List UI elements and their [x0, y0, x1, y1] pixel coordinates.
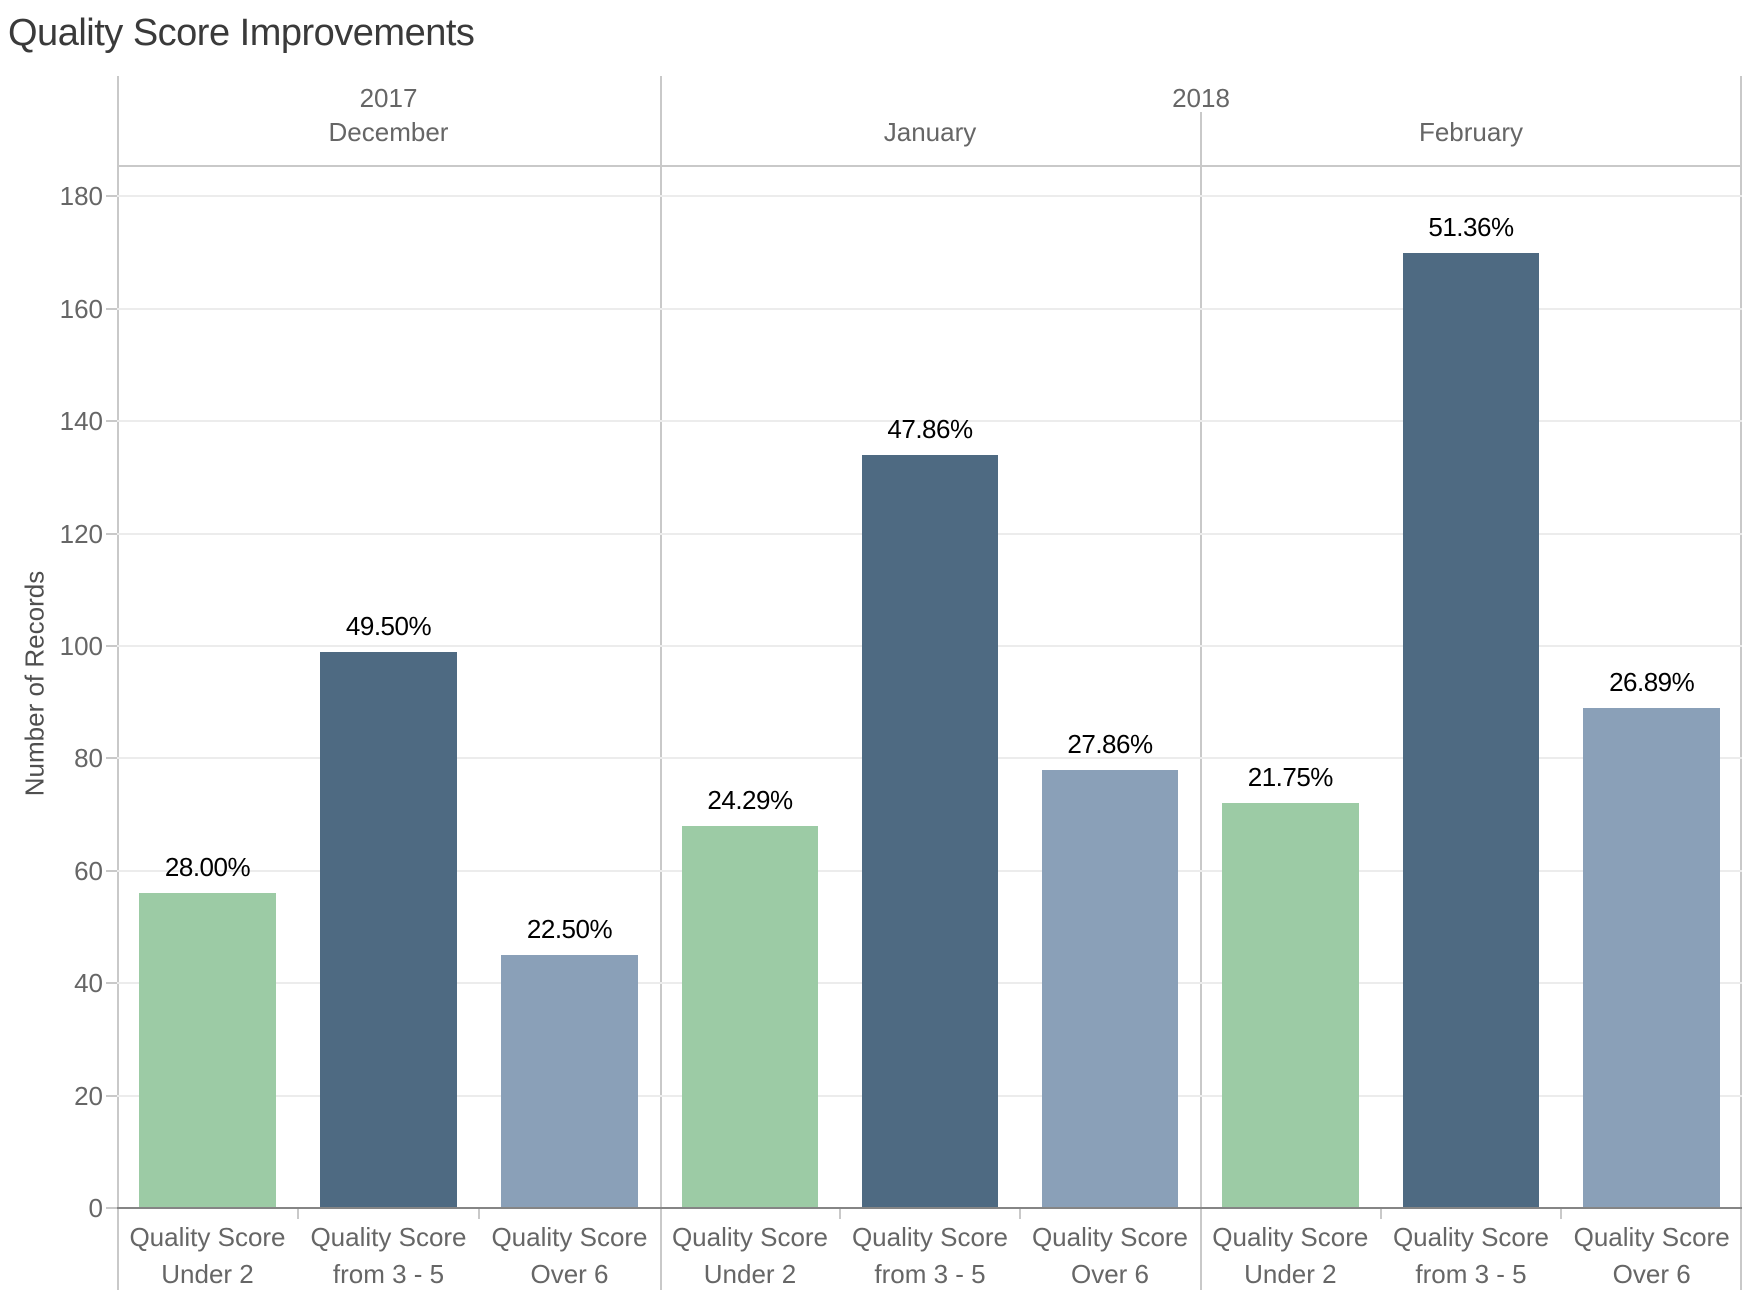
- gridline-140: [117, 420, 1742, 423]
- y-tick-mark-80: [106, 757, 117, 760]
- chart-title: Quality Score Improvements: [8, 12, 475, 54]
- category-label-december-quality-score-under-2: Quality Score Under 2: [117, 1219, 298, 1290]
- month-header-february: February: [1418, 117, 1524, 147]
- gridline-160: [117, 307, 1742, 310]
- y-tick-mark-140: [106, 420, 117, 423]
- category-label-line1: Quality Score: [491, 1222, 648, 1252]
- plot-right-border: [1740, 76, 1742, 1290]
- value-label-february-quality-score-over-6: 26.89%: [1609, 666, 1695, 697]
- value-label-december-quality-score-from-3-5: 49.50%: [345, 610, 432, 641]
- y-tick-mark-20: [106, 1094, 117, 1097]
- y-tick-mark-120: [106, 532, 117, 535]
- x-axis-line: [117, 1207, 1742, 1209]
- category-label-february-quality-score-over-6: Quality Score Over 6: [1561, 1219, 1742, 1290]
- category-label-line2: Over 6: [1612, 1259, 1691, 1289]
- category-label-line2: Under 2: [1244, 1259, 1337, 1289]
- category-label-line2: from 3 - 5: [874, 1259, 986, 1289]
- pane-separator-jan-feb: [1200, 112, 1202, 1290]
- bar-december-quality-score-over-6[interactable]: [500, 955, 638, 1208]
- category-label-line1: Quality Score: [1573, 1222, 1730, 1252]
- y-tick-label-140: 140: [59, 406, 103, 437]
- value-label-february-quality-score-from-3-5: 51.36%: [1428, 211, 1514, 242]
- category-tick: [478, 1208, 480, 1219]
- category-label-january-quality-score-from-3-5: Quality Score from 3 - 5: [840, 1219, 1020, 1290]
- y-tick-label-100: 100: [59, 631, 103, 661]
- year-header-2018: 2018: [1172, 83, 1230, 113]
- category-tick: [1560, 1208, 1563, 1219]
- category-label-january-quality-score-under-2: Quality Score Under 2: [660, 1219, 840, 1290]
- category-tick: [297, 1208, 299, 1219]
- plot-left-border: [117, 76, 119, 1290]
- category-label-december-quality-score-from-3-5: Quality Score from 3 - 5: [298, 1219, 479, 1290]
- bar-december-quality-score-from-3-5[interactable]: [319, 651, 457, 1208]
- gridline-180: [117, 195, 1742, 198]
- value-label-december-quality-score-under-2: 28.00%: [164, 852, 251, 883]
- category-label-line2: Over 6: [1070, 1259, 1150, 1289]
- bar-january-quality-score-under-2[interactable]: [681, 825, 819, 1208]
- y-tick-label-40: 40: [74, 968, 103, 999]
- y-tick-label-160: 160: [59, 293, 103, 324]
- bar-january-quality-score-over-6[interactable]: [1041, 769, 1179, 1208]
- y-tick-mark-100: [106, 645, 117, 647]
- category-label-line1: Quality Score: [671, 1222, 829, 1252]
- value-label-february-quality-score-under-2: 21.75%: [1247, 762, 1334, 793]
- y-tick-label-80: 80: [74, 743, 103, 774]
- value-label-january-quality-score-under-2: 24.29%: [707, 784, 793, 815]
- y-tick-mark-40: [106, 982, 117, 985]
- pane-separator-dec-jan: [660, 76, 662, 1290]
- category-label-january-quality-score-over-6: Quality Score Over 6: [1020, 1219, 1200, 1290]
- category-label-line1: Quality Score: [1392, 1222, 1550, 1252]
- category-label-line2: Over 6: [530, 1259, 609, 1289]
- category-label-line1: Quality Score: [1212, 1222, 1369, 1252]
- year-header-2017: 2017: [359, 83, 418, 113]
- header-bottom-border: [117, 165, 1742, 167]
- bar-december-quality-score-under-2[interactable]: [138, 893, 276, 1208]
- category-tick: [1379, 1208, 1382, 1219]
- y-tick-mark-0: [106, 1207, 117, 1209]
- category-tick: [1019, 1208, 1021, 1219]
- category-label-december-quality-score-over-6: Quality Score Over 6: [479, 1219, 660, 1290]
- category-label-line2: Under 2: [703, 1259, 797, 1289]
- y-tick-mark-60: [106, 869, 117, 872]
- bar-february-quality-score-over-6[interactable]: [1583, 707, 1721, 1208]
- value-label-january-quality-score-from-3-5: 47.86%: [887, 413, 973, 444]
- category-tick: [839, 1208, 841, 1219]
- category-label-line2: Under 2: [161, 1259, 254, 1289]
- category-label-february-quality-score-under-2: Quality Score Under 2: [1200, 1219, 1381, 1290]
- y-tick-label-120: 120: [59, 518, 103, 549]
- category-label-line1: Quality Score: [1031, 1222, 1189, 1252]
- month-header-december: December: [328, 117, 449, 147]
- category-label-line1: Quality Score: [851, 1222, 1009, 1252]
- y-tick-mark-180: [106, 195, 117, 198]
- y-tick-label-0: 0: [88, 1193, 103, 1223]
- month-header-january: January: [883, 117, 977, 147]
- category-label-february-quality-score-from-3-5: Quality Score from 3 - 5: [1381, 1219, 1562, 1290]
- category-label-line2: from 3 - 5: [1415, 1259, 1527, 1289]
- bar-january-quality-score-from-3-5[interactable]: [861, 454, 999, 1208]
- bar-february-quality-score-from-3-5[interactable]: [1402, 252, 1540, 1208]
- y-tick-label-180: 180: [59, 181, 103, 212]
- value-label-december-quality-score-over-6: 22.50%: [526, 914, 613, 945]
- category-label-line1: Quality Score: [129, 1222, 286, 1252]
- y-tick-mark-160: [106, 307, 117, 310]
- y-tick-label-60: 60: [74, 855, 103, 886]
- y-tick-label-20: 20: [74, 1080, 103, 1111]
- category-label-line1: Quality Score: [310, 1222, 467, 1252]
- category-label-line2: from 3 - 5: [332, 1259, 445, 1289]
- value-label-january-quality-score-over-6: 27.86%: [1067, 728, 1153, 759]
- bar-february-quality-score-under-2[interactable]: [1221, 803, 1359, 1208]
